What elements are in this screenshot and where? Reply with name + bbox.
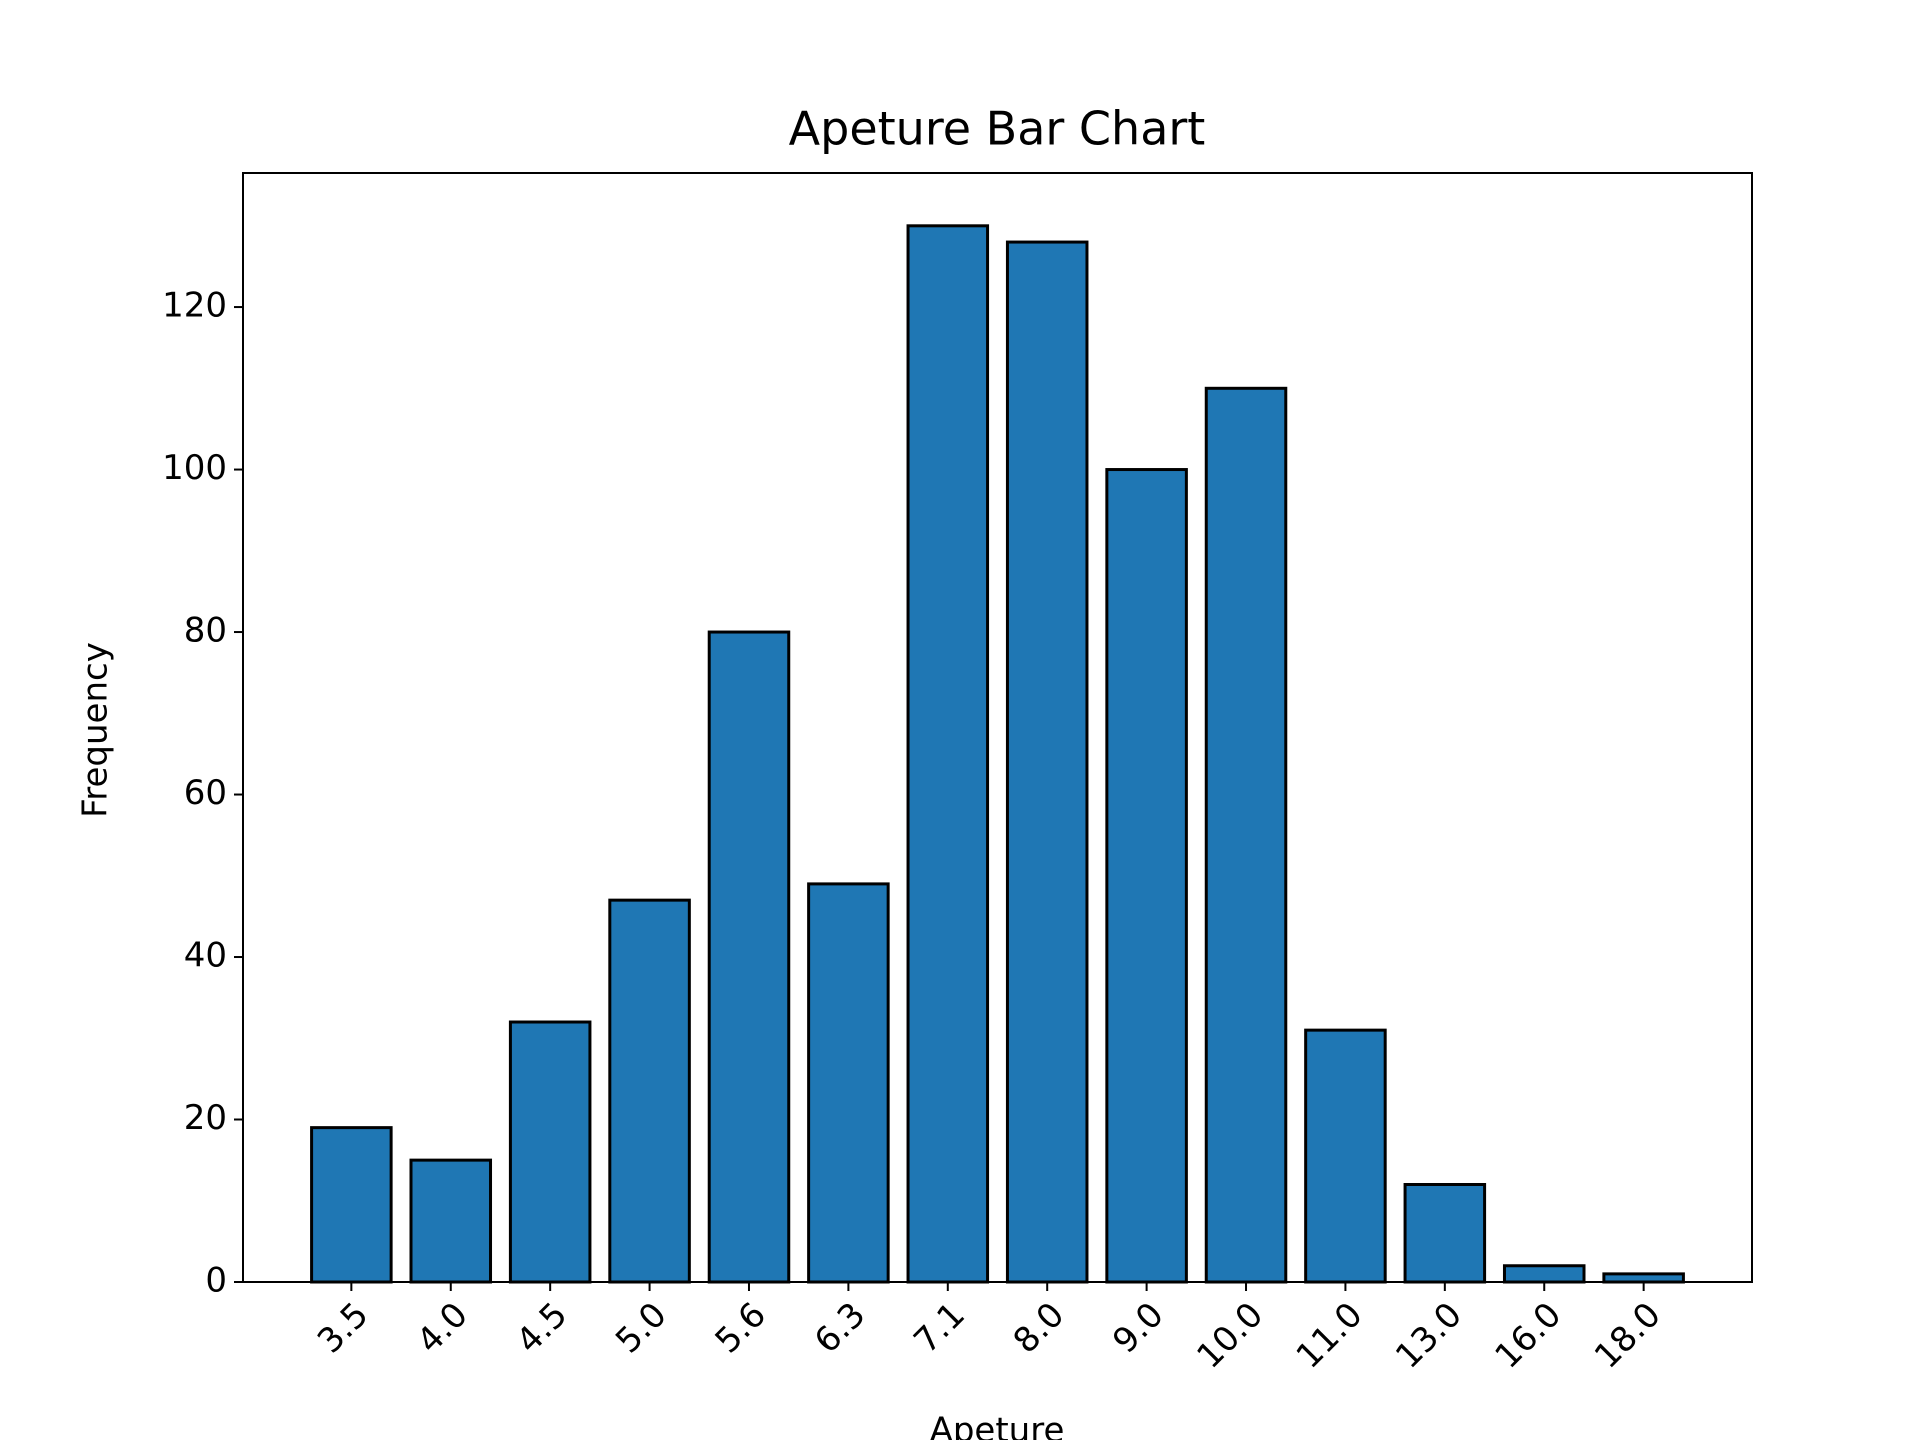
bar	[1502, 1264, 1586, 1284]
bar	[906, 224, 990, 1284]
bar	[1005, 240, 1089, 1284]
x-tick-label: 9.0	[1105, 1295, 1172, 1362]
x-tick-label: 11.0	[1289, 1295, 1371, 1377]
y-tick-label: 0	[205, 1261, 227, 1301]
x-axis-label: Apeture	[930, 1411, 1065, 1440]
x-tick-label: 4.5	[509, 1295, 576, 1362]
bar	[707, 630, 791, 1284]
plot-frame	[242, 172, 1753, 1283]
x-tick-label: 5.6	[708, 1295, 775, 1362]
x-tick-label: 18.0	[1587, 1295, 1669, 1377]
bar	[807, 882, 890, 1284]
bar	[608, 898, 691, 1284]
y-tick-label: 80	[184, 611, 227, 651]
x-tick-label: 7.1	[906, 1295, 973, 1362]
y-axis-label: Frequency	[76, 642, 116, 818]
bar	[409, 1158, 493, 1284]
bar	[310, 1126, 393, 1284]
x-tick-label: 13.0	[1388, 1295, 1470, 1377]
bar	[1602, 1272, 1685, 1284]
x-tick-label: 10.0	[1189, 1295, 1271, 1377]
y-tick-label: 20	[184, 1098, 227, 1138]
chart-title: Apeture Bar Chart	[789, 102, 1206, 156]
bar	[1105, 468, 1188, 1284]
y-tick-label: 100	[162, 448, 227, 488]
bar	[1403, 1183, 1487, 1284]
x-tick-label: 5.0	[608, 1295, 675, 1362]
x-tick-label: 16.0	[1488, 1295, 1570, 1377]
bar	[1304, 1028, 1387, 1284]
bar	[508, 1020, 592, 1284]
x-tick-label: 8.0	[1006, 1295, 1073, 1362]
x-tick-label: 3.5	[310, 1295, 377, 1362]
y-tick-label: 120	[162, 286, 227, 326]
y-tick-label: 60	[184, 773, 227, 813]
bar	[1204, 386, 1288, 1284]
y-tick-label: 40	[184, 936, 227, 976]
x-tick-label: 6.3	[807, 1295, 874, 1362]
x-tick-label: 4.0	[409, 1295, 476, 1362]
